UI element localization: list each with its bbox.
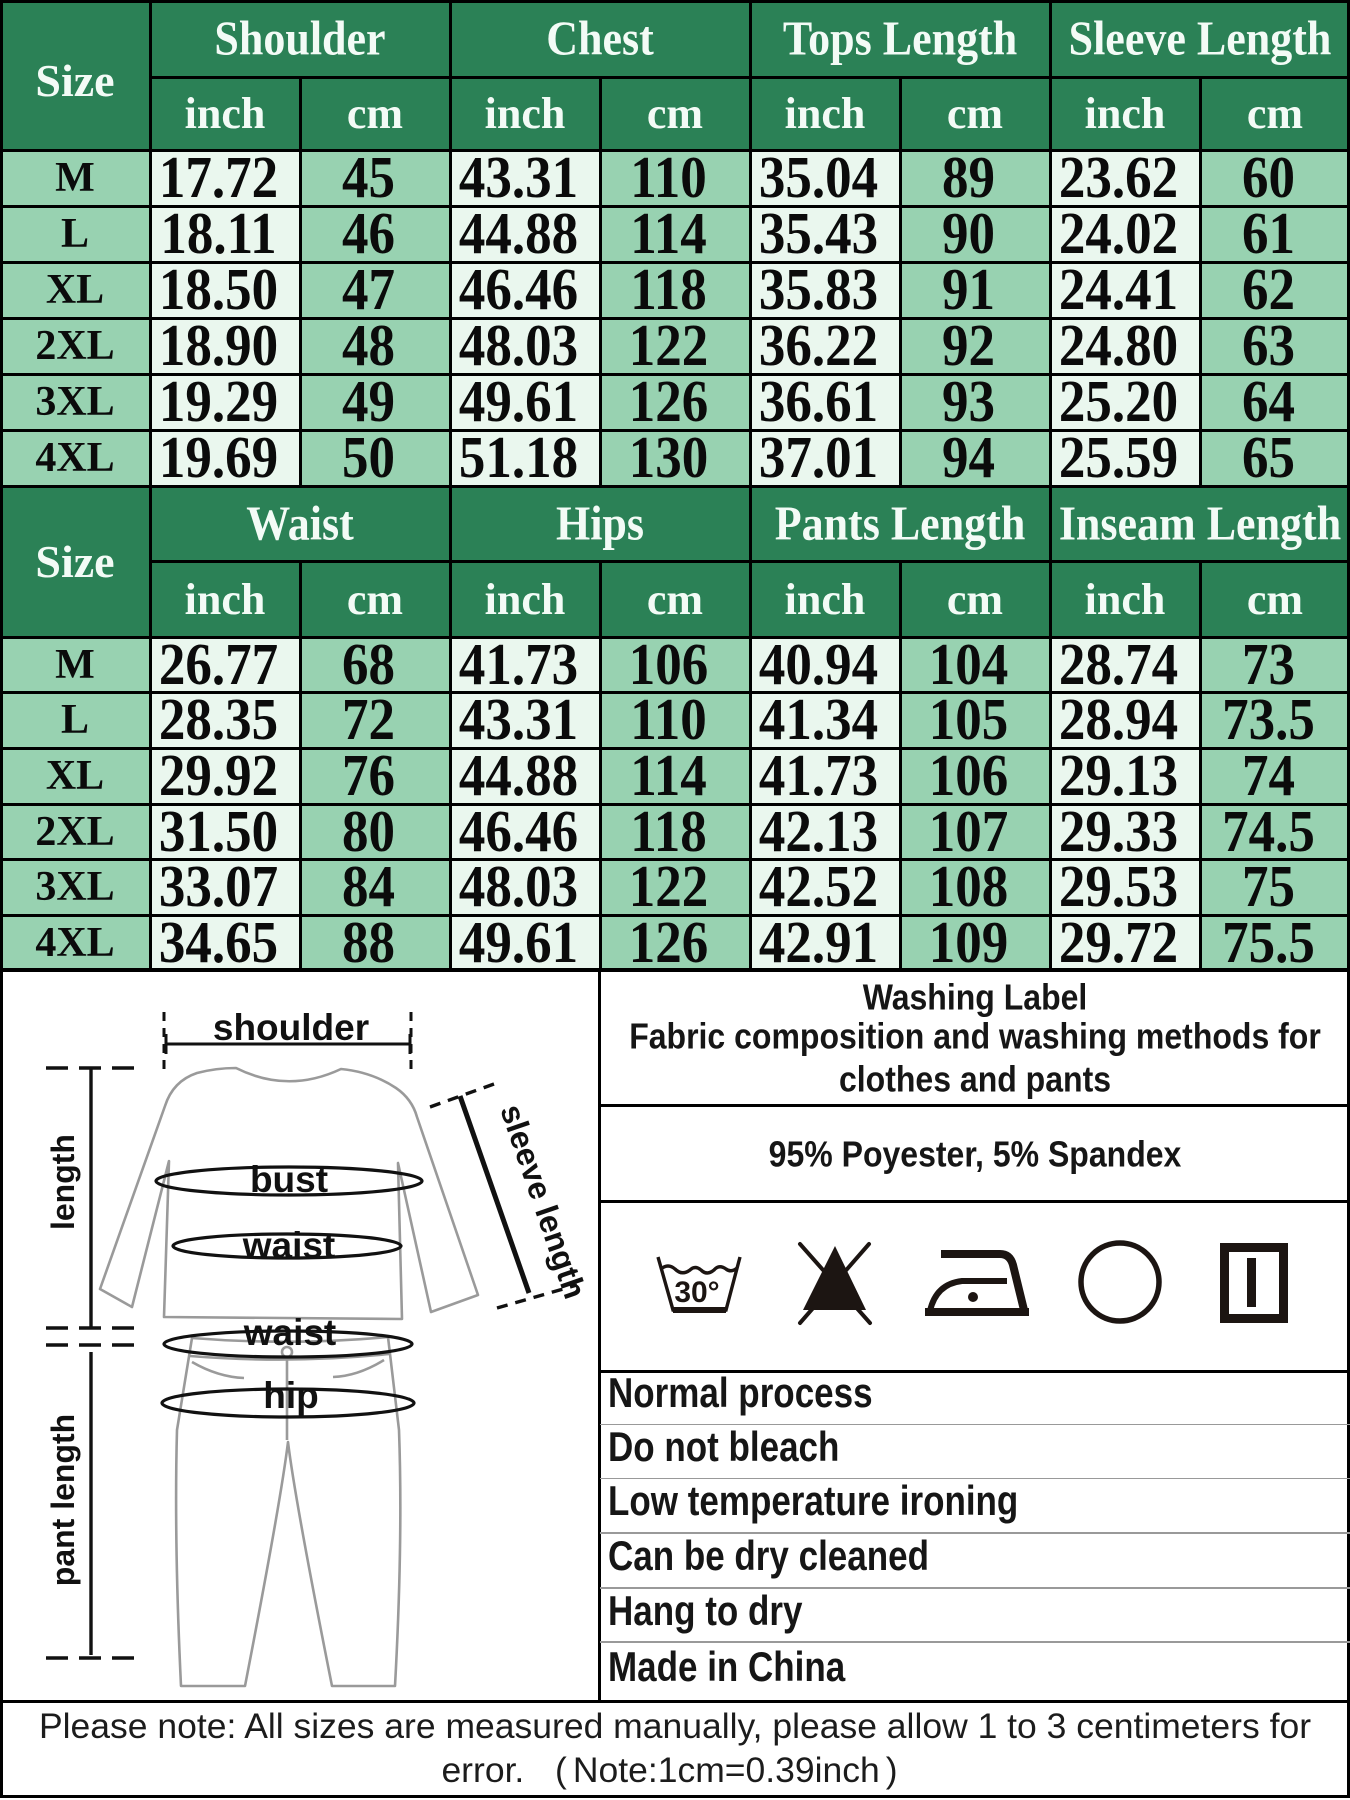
svg-text:length: length [45,1134,81,1230]
svg-text:30°: 30° [674,1276,719,1309]
svg-text:bust: bust [250,1159,328,1200]
svg-text:pant length: pant length [45,1414,81,1586]
svg-text:sleeve length: sleeve length [493,1100,593,1303]
svg-text:waist: waist [242,1225,336,1266]
svg-text:waist: waist [243,1312,337,1353]
svg-text:shoulder: shoulder [213,1007,369,1048]
svg-text:hip: hip [263,1375,318,1416]
